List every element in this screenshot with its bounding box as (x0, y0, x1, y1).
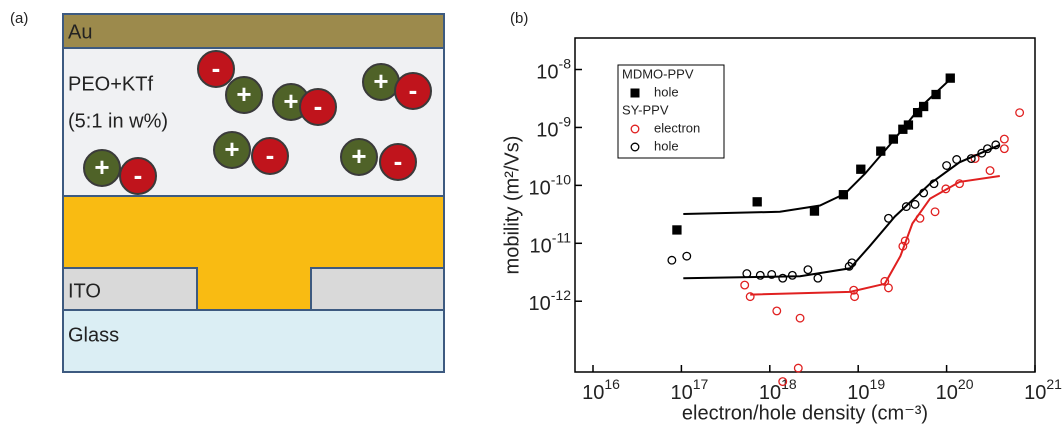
data-point (943, 162, 951, 170)
anion-sign: - (212, 53, 221, 83)
y-tick-label: 10-11 (530, 229, 572, 258)
data-point (916, 215, 924, 223)
page: (a) Au PEO+KTf (5:1 in w%) ITO Glass +-+… (0, 0, 1064, 433)
data-point (1001, 145, 1009, 153)
cation-sign: + (283, 86, 298, 116)
legend-label: hole (654, 138, 679, 153)
anion-sign: - (394, 146, 403, 176)
chart: 1016 1017 1018 1019 1020 1021 10-12 10-11 10-10 1… (501, 38, 1062, 424)
data-point (1016, 109, 1024, 117)
data-point (932, 91, 940, 99)
cation-sign: + (236, 79, 251, 109)
x-tick-label: 1017 (670, 376, 708, 405)
data-point (773, 307, 781, 315)
data-point (931, 208, 939, 216)
data-point (885, 215, 893, 223)
anion-sign: - (409, 75, 418, 105)
legend-label: hole (654, 84, 679, 99)
cation-sign: + (373, 66, 388, 96)
data-point (946, 74, 954, 82)
y-tick-label: 10-8 (536, 55, 571, 84)
y-tick-label: 10-12 (529, 287, 572, 316)
data-point (986, 167, 994, 175)
au-layer (63, 14, 444, 48)
cation-sign: + (94, 152, 109, 182)
x-axis-title: electron/hole density (cm⁻³) (682, 402, 928, 424)
data-point (673, 226, 681, 234)
x-tick-label: 1019 (847, 376, 885, 405)
data-point (1001, 135, 1009, 143)
data-point (756, 272, 764, 280)
layer-label: PEO+KTf (68, 73, 153, 95)
device-diagram: Au PEO+KTf (5:1 in w%) ITO Glass +-+-+-+… (63, 14, 444, 372)
x-tick-label: 1018 (759, 376, 797, 405)
cation-sign: + (351, 141, 366, 171)
anion-sign: - (266, 140, 275, 170)
cation-sign: + (224, 134, 239, 164)
y-tick-label: 10-9 (536, 113, 571, 142)
data-point (857, 165, 865, 173)
layer-label: Au (68, 21, 92, 43)
panel-label: (a) (10, 10, 28, 27)
data-point (904, 121, 912, 129)
data-point (814, 274, 822, 282)
panel-label: (b) (510, 10, 528, 27)
x-tick-label: 1021 (1024, 376, 1062, 405)
data-point (953, 156, 961, 164)
data-point (796, 314, 804, 322)
data-point (810, 207, 818, 215)
legend-group-title: MDMO-PPV (622, 66, 694, 81)
anion-sign: - (314, 91, 323, 121)
data-point (804, 266, 812, 274)
data-point (839, 191, 847, 199)
data-point (877, 147, 885, 155)
ito-right (311, 268, 444, 310)
data-point (920, 102, 928, 110)
layer-label: ITO (68, 280, 101, 302)
x-tick-label: 1016 (582, 376, 620, 405)
glass-layer (63, 310, 444, 372)
data-point (885, 284, 893, 292)
data-point (753, 198, 761, 206)
data-point (889, 135, 897, 143)
layer-label: Glass (68, 324, 119, 346)
data-point (911, 201, 919, 209)
data-point (741, 281, 749, 289)
anion-sign: - (134, 160, 143, 190)
legend-label: electron (654, 120, 700, 135)
layer-label: (5:1 in w%) (68, 110, 168, 132)
y-tick-label: 10-10 (529, 171, 572, 200)
data-point (794, 364, 802, 372)
data-point (683, 252, 691, 260)
legend-group-title: SY-PPV (622, 102, 669, 117)
legend-marker (631, 89, 639, 97)
figure: (a) Au PEO+KTf (5:1 in w%) ITO Glass +-+… (0, 0, 1064, 433)
x-tick-label: 1020 (936, 376, 974, 405)
y-axis-title: mobility (m²/Vs) (501, 136, 523, 275)
data-point (668, 256, 676, 264)
fit-line (683, 145, 1000, 278)
